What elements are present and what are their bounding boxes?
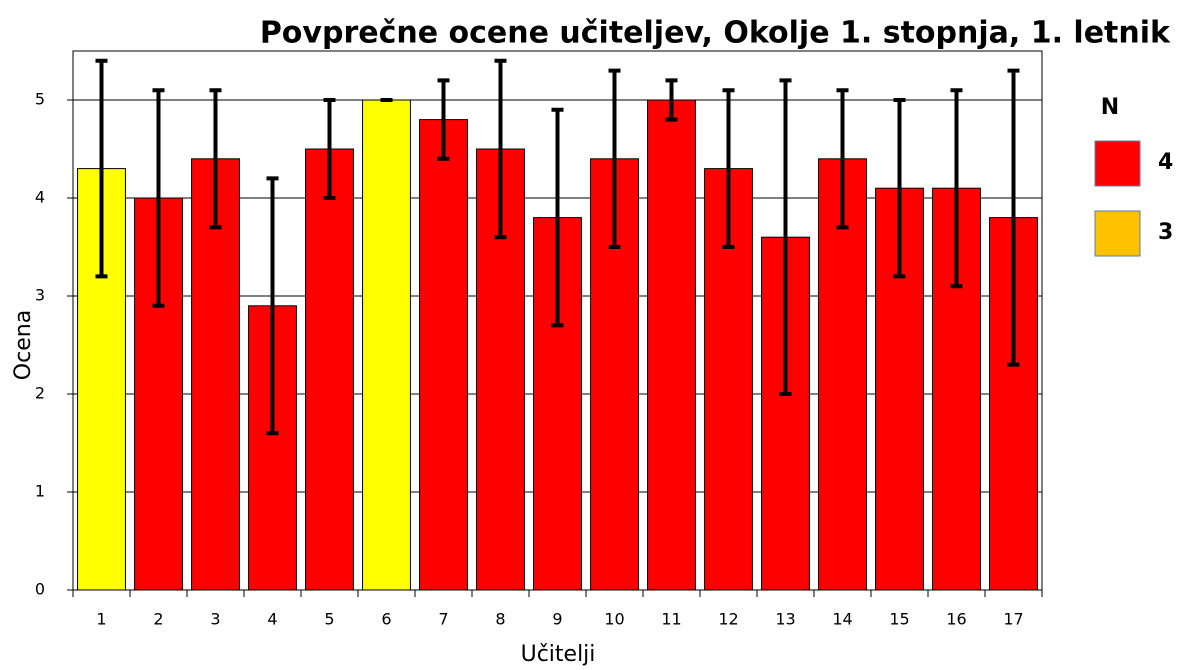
x-tick-label: 6	[381, 610, 391, 629]
legend-label: 4	[1158, 150, 1173, 175]
x-tick-label: 13	[775, 610, 795, 629]
legend-swatch	[1094, 210, 1141, 257]
chart-title: Povprečne ocene učiteljev, Okolje 1. sto…	[260, 16, 1171, 51]
legend-swatch	[1094, 140, 1141, 187]
error-bar	[836, 88, 849, 230]
error-bar	[494, 58, 507, 240]
error-bar	[551, 107, 564, 328]
y-tick-label: 0	[35, 580, 45, 599]
bar	[419, 119, 468, 591]
error-bar	[95, 58, 108, 279]
x-tick-label: 12	[718, 610, 738, 629]
x-tick-label: 8	[495, 610, 505, 629]
x-tick-label: 15	[889, 610, 909, 629]
bar	[362, 99, 411, 591]
error-bar	[950, 88, 963, 289]
x-tick-label: 7	[438, 610, 448, 629]
error-bar	[209, 88, 222, 230]
error-bar	[779, 78, 792, 396]
x-tick-label: 5	[324, 610, 334, 629]
x-axis-label: Učitelji	[521, 642, 596, 667]
y-tick-label: 2	[35, 384, 45, 403]
y-tick-label: 1	[35, 482, 45, 501]
error-bar	[722, 88, 735, 249]
x-tick-label: 16	[946, 610, 966, 629]
x-tick-label: 11	[661, 610, 681, 629]
error-bar	[152, 88, 165, 308]
y-tick-label: 4	[35, 188, 45, 207]
error-bar	[437, 78, 450, 161]
bar	[305, 148, 354, 591]
error-bar	[266, 176, 279, 436]
x-tick-label: 14	[832, 610, 852, 629]
y-tick-label: 3	[35, 286, 45, 305]
y-tick-label: 5	[35, 90, 45, 109]
bar	[647, 99, 696, 591]
bar	[818, 158, 867, 591]
x-tick-label: 1	[96, 610, 106, 629]
x-tick-label: 9	[552, 610, 562, 629]
x-tick-label: 2	[153, 610, 163, 629]
legend-label: 3	[1158, 220, 1173, 245]
error-bar	[323, 98, 336, 200]
error-bar	[1007, 68, 1020, 367]
error-bar	[893, 98, 906, 279]
x-tick-label: 17	[1003, 610, 1023, 629]
y-axis-label: Ocena	[11, 310, 36, 380]
x-tick-label: 10	[604, 610, 624, 629]
legend-title: N	[1101, 95, 1119, 120]
x-tick-label: 3	[210, 610, 220, 629]
x-tick-label: 4	[267, 610, 277, 629]
error-bar	[608, 68, 621, 249]
error-bar	[665, 78, 678, 122]
